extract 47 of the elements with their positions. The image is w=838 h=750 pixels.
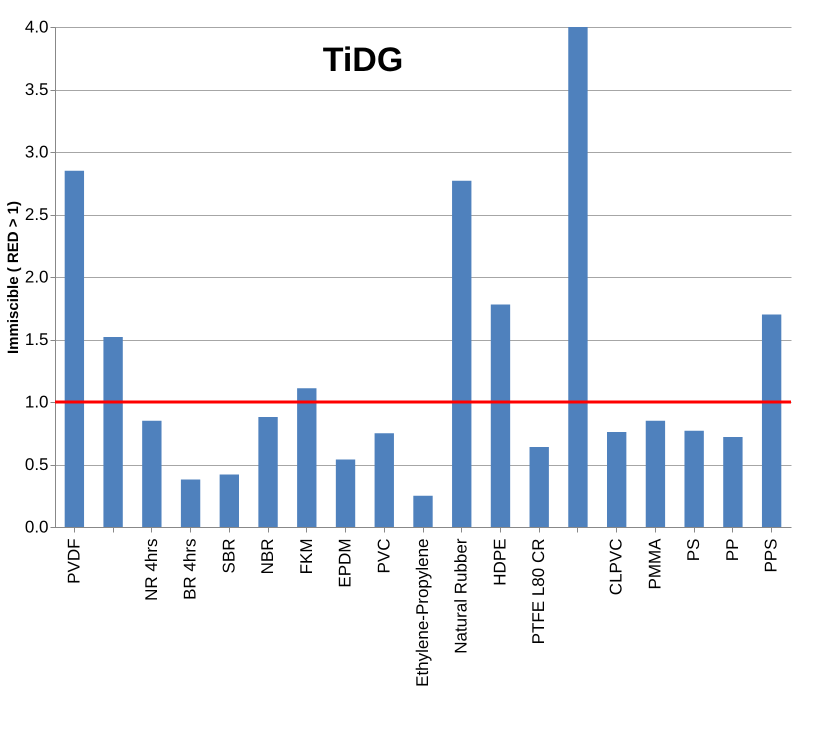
bar xyxy=(723,437,743,527)
x-tick-label: FKM xyxy=(296,538,316,574)
y-tick-label: 2.5 xyxy=(24,205,48,224)
x-tick-label: PVC xyxy=(374,538,394,574)
x-tick-label: BR 4hrs xyxy=(180,538,200,600)
bar xyxy=(607,432,626,527)
bar xyxy=(336,460,356,527)
y-tick-label: 1.0 xyxy=(24,392,48,412)
bar xyxy=(220,474,239,527)
bar xyxy=(258,417,278,527)
bar xyxy=(374,433,394,527)
y-axis-title: Immiscible ( RED > 1) xyxy=(4,201,22,354)
chart-title: TiDG xyxy=(322,41,404,79)
bar xyxy=(64,170,84,527)
bar xyxy=(568,27,588,527)
y-tick-label: 3.5 xyxy=(24,80,48,99)
x-tick-label: SBR xyxy=(219,538,238,574)
bar xyxy=(180,480,200,527)
bar xyxy=(684,430,704,527)
y-tick-label: 4.0 xyxy=(24,18,48,36)
y-tick-label: 3.0 xyxy=(24,142,48,162)
bar xyxy=(490,304,510,527)
y-tick-label: 1.5 xyxy=(24,330,48,349)
bar xyxy=(762,314,782,527)
y-tick-label: 2.0 xyxy=(24,268,48,286)
x-tick-label: Ethylene-Propylene xyxy=(413,538,432,687)
x-tick-label: NBR xyxy=(258,538,278,574)
bar xyxy=(646,420,666,527)
x-tick-label: Natural Rubber xyxy=(452,538,471,654)
bar xyxy=(413,496,433,527)
x-tick-label: PVDF xyxy=(64,538,84,584)
x-tick-label: PTFE L80 CR xyxy=(529,538,548,644)
x-tick-label: PPS xyxy=(762,538,781,573)
x-tick-label: PMMA xyxy=(645,538,664,590)
x-tick-label: HDPE xyxy=(490,538,510,586)
x-tick-label: NR 4hrs xyxy=(142,538,161,601)
x-tick-label: PS xyxy=(684,538,704,562)
bar xyxy=(142,420,162,527)
x-tick-label: EPDM xyxy=(336,538,355,588)
y-tick-label: 0.5 xyxy=(24,455,48,474)
y-tick-label: 0.0 xyxy=(24,518,48,536)
x-tick-label: CLPVC xyxy=(606,538,626,596)
bar xyxy=(297,388,316,527)
bar xyxy=(530,447,549,527)
bar xyxy=(452,180,472,527)
x-tick-label: PP xyxy=(722,538,742,562)
bar xyxy=(103,337,123,527)
